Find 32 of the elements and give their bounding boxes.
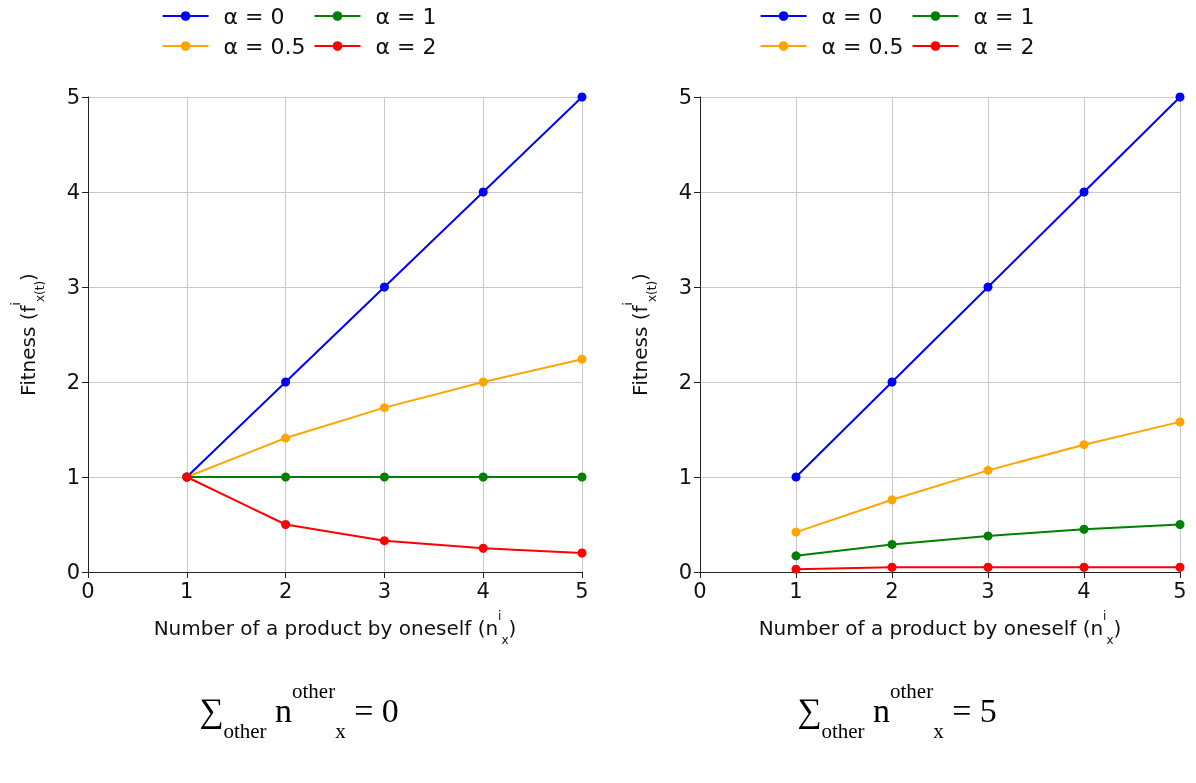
y-tick-label: 4 <box>678 180 692 204</box>
y-tick-label: 1 <box>678 465 692 489</box>
y-tick-label: 5 <box>678 85 692 109</box>
y-tick-label: 2 <box>678 370 692 394</box>
y-axis-title: Fitness (fix(t)) <box>621 273 659 396</box>
y-tick-label: 0 <box>678 560 692 584</box>
x-tick-label: 2 <box>278 578 293 603</box>
x-tick-label: 4 <box>476 578 490 603</box>
x-tick-label: 5 <box>575 578 589 603</box>
legend-label: α = 0.5 <box>821 33 904 59</box>
legend-label: α = 2 <box>973 33 1035 59</box>
y-tick-label: 2 <box>66 370 80 394</box>
x-tick-label: 2 <box>885 578 899 603</box>
y-tick-label: 4 <box>66 180 80 204</box>
x-tick-label: 4 <box>1077 578 1091 603</box>
y-tick-label: 5 <box>66 85 80 109</box>
x-tick-label: 3 <box>377 578 392 603</box>
y-axis-title: Fitness (fix(t)) <box>9 273 47 396</box>
x-tick-label: 5 <box>1173 578 1187 603</box>
y-tick-label: 1 <box>66 465 80 489</box>
legend-label: α = 0.5 <box>223 33 306 59</box>
x-tick-label: 1 <box>180 578 194 603</box>
legend-label: α = 2 <box>375 33 437 59</box>
y-tick-label: 3 <box>66 275 80 299</box>
x-tick-label: 1 <box>789 578 803 603</box>
legend-label: α = 1 <box>375 3 437 29</box>
x-tick-label: 3 <box>981 578 995 603</box>
legend-label: α = 1 <box>973 3 1035 29</box>
legend-label: α = 0 <box>821 3 883 29</box>
y-tick-label: 3 <box>678 275 692 299</box>
legend-label: α = 0 <box>223 3 285 29</box>
y-tick-label: 0 <box>66 560 80 584</box>
